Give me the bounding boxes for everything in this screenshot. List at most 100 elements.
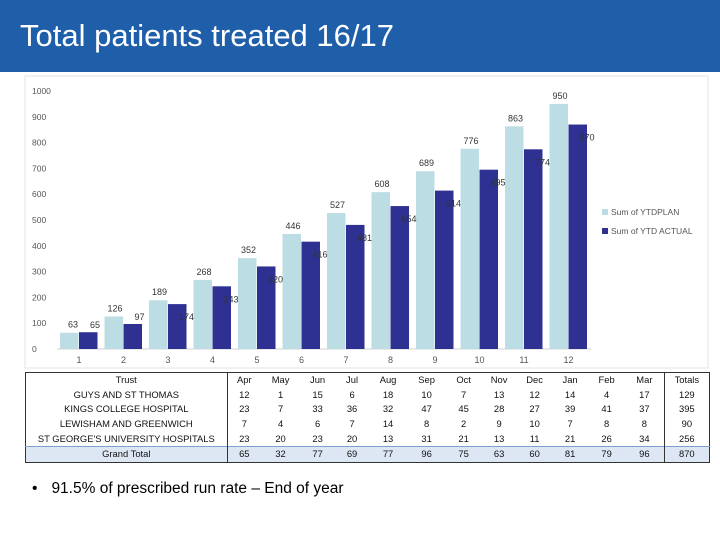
- column-header: Feb: [598, 374, 615, 386]
- value-cell: 870: [663, 445, 710, 463]
- value-cell: 23: [239, 403, 250, 415]
- value-cell: 34: [639, 432, 650, 444]
- column-header: Oct: [456, 374, 471, 386]
- x-tick-label: 10: [474, 355, 484, 365]
- y-tick-label: 700: [32, 163, 46, 173]
- y-tick-label: 900: [32, 112, 46, 122]
- value-cell: 13: [493, 388, 505, 400]
- bar-ytd-actual: [301, 241, 320, 349]
- bar-ytd-plan: [371, 192, 390, 349]
- value-cell: 28: [493, 403, 505, 415]
- summary-bullet: • 91.5% of prescribed run rate – End of y…: [32, 480, 344, 498]
- bar-ytd-plan: [416, 171, 435, 349]
- value-cell: 8: [641, 418, 647, 430]
- trust-name-cell: GUYS AND ST THOMAS: [25, 387, 228, 403]
- value-cell: 23: [312, 432, 323, 444]
- monthly-table-container: Trust Apr May Jun Jul Aug Sep Oct Nov Dec Jan Feb Ma…: [25, 372, 710, 464]
- y-tick-label: 600: [32, 189, 46, 199]
- value-cell: 6: [314, 418, 321, 430]
- bar-ytd-actual: [168, 304, 187, 349]
- value-cell: 7: [567, 418, 573, 430]
- x-tick-label: 8: [388, 355, 393, 365]
- x-tick-label: 2: [121, 355, 126, 365]
- value-cell: 39: [564, 403, 576, 415]
- x-tick-label: 9: [432, 355, 437, 365]
- value-cell: 8: [423, 418, 430, 430]
- value-cell: 1: [277, 388, 284, 400]
- label-ytd-actual: 614: [446, 199, 461, 209]
- value-cell: 75: [446, 445, 482, 463]
- label-ytd-actual: 554: [402, 214, 417, 224]
- label-ytd-plan: 776: [463, 136, 478, 146]
- value-cell: 10: [421, 388, 432, 400]
- column-header: Trust: [25, 372, 228, 388]
- chart-frame: [24, 75, 709, 369]
- label-ytd-actual: 870: [580, 133, 595, 143]
- value-cell: 96: [625, 445, 665, 463]
- label-ytd-actual: 695: [491, 178, 506, 188]
- bar-ytd-plan: [60, 332, 79, 349]
- value-cell: 41: [601, 403, 612, 415]
- table-row: KINGS COLLEGE HOSPITAL 23 7 33 36 32 47 45 28 27 3…: [25, 402, 710, 417]
- x-tick-label: 5: [254, 355, 259, 365]
- legend: Sum of YTDPLAN Sum of YTD ACTUAL: [602, 207, 693, 236]
- label-ytd-plan: 126: [107, 303, 122, 313]
- value-cell: 69: [335, 445, 370, 463]
- bar-series: [60, 103, 587, 350]
- label-ytd-actual: 774: [535, 157, 550, 167]
- label-ytd-plan: 863: [508, 113, 523, 123]
- value-cell: 36: [346, 403, 358, 415]
- column-header: Totals: [663, 372, 710, 388]
- bar-ytd-actual: [435, 190, 454, 349]
- column-header: Sep: [418, 374, 435, 386]
- value-cell: 37: [639, 403, 650, 415]
- value-cell: 26: [601, 432, 612, 444]
- value-cell: 47: [421, 403, 432, 415]
- value-cell: 20: [275, 432, 286, 444]
- value-cell: 32: [382, 403, 394, 415]
- y-tick-label: 400: [32, 241, 46, 251]
- value-cell: 7: [349, 418, 355, 430]
- value-cell: 20: [346, 432, 358, 444]
- label-ytd-actual: 174: [179, 312, 194, 322]
- x-tick-label: 1: [76, 355, 81, 365]
- bar-ytd-plan: [460, 148, 479, 349]
- value-cell: 4: [603, 388, 610, 400]
- table-row: ST GEORGE'S UNIVERSITY HOSPITALS 23 20 23 20…: [25, 431, 710, 447]
- x-tick-label: 4: [210, 355, 215, 365]
- bar-ytd-plan: [282, 233, 301, 349]
- value-cell: 90: [663, 416, 710, 432]
- value-cell: 4: [277, 418, 284, 430]
- x-tick-label: 11: [519, 355, 528, 365]
- label-ytd-actual: 243: [224, 294, 239, 304]
- value-cell: 12: [529, 388, 540, 400]
- value-cell: 11: [529, 432, 540, 444]
- column-header: May: [271, 374, 290, 386]
- grand-total-row: Grand Total 65 32 77 69 77 96 75 63 60 81 79 96 870: [25, 445, 710, 463]
- value-cell: 32: [261, 445, 301, 463]
- value-cell: 27: [529, 403, 540, 415]
- bar-ytd-actual: [479, 169, 498, 349]
- column-header: Jun: [310, 374, 326, 386]
- value-cell: 96: [407, 445, 447, 463]
- column-header: Jul: [346, 374, 359, 386]
- bar-ytd-plan: [104, 316, 123, 349]
- label-ytd-plan: 608: [374, 179, 389, 189]
- title-bar: Total patients treated 16/17: [0, 0, 720, 72]
- table-header-row: Trust Apr May Jun Jul Aug Sep Oct Nov Dec Jan Feb Ma…: [25, 372, 710, 388]
- monthly-patients-table: Trust Apr May Jun Jul Aug Sep Oct Nov Dec Jan Feb Ma…: [25, 372, 710, 463]
- value-cell: 13: [493, 432, 505, 444]
- value-cell: 395: [663, 402, 710, 417]
- bar-ytd-actual: [346, 224, 365, 349]
- bar-ytd-actual: [257, 266, 276, 349]
- value-cell: 81: [552, 445, 589, 463]
- bar-ytd-plan: [327, 213, 346, 349]
- value-cell: 79: [588, 445, 626, 463]
- value-cell: 129: [663, 387, 710, 403]
- data-labels: 63 65 126 97 189 174 268 243 352 320 446 416 527 481 6…: [68, 91, 595, 330]
- value-cell: 10: [529, 418, 540, 430]
- label-ytd-actual: 320: [268, 274, 283, 284]
- label-ytd-plan: 189: [152, 287, 167, 297]
- bar-ytd-plan: [149, 300, 168, 349]
- label-ytd-plan: 446: [285, 221, 300, 231]
